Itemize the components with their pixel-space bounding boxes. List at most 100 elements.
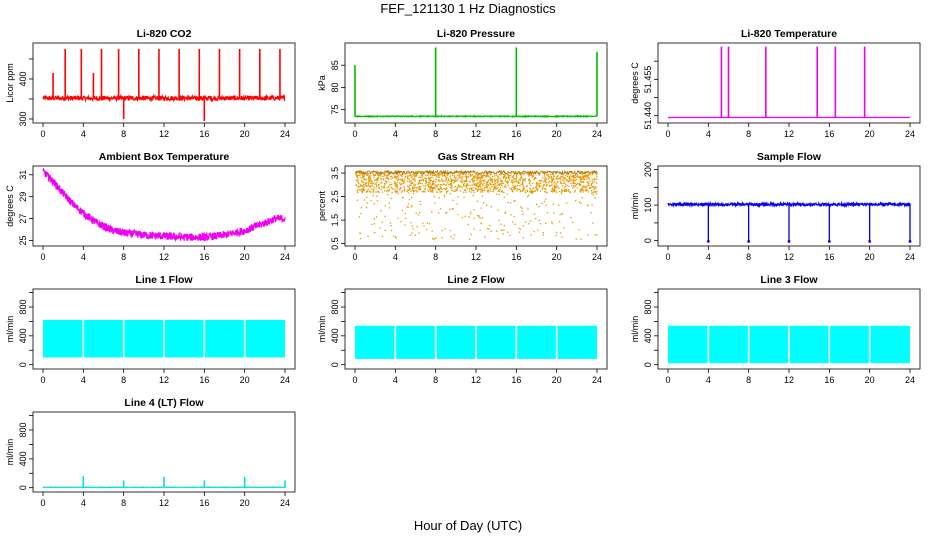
data-point xyxy=(392,171,394,173)
data-point xyxy=(393,235,395,237)
data-point xyxy=(532,191,535,193)
data-point xyxy=(547,175,550,178)
data-point xyxy=(438,180,440,182)
data-point xyxy=(413,187,415,189)
data-point xyxy=(441,179,443,181)
data-point xyxy=(551,179,553,182)
data-point xyxy=(496,182,498,184)
data-point xyxy=(483,175,486,177)
data-point xyxy=(507,231,509,233)
data-point xyxy=(521,177,523,179)
data-point xyxy=(383,183,386,185)
data-point xyxy=(504,212,506,214)
series-line xyxy=(354,169,598,241)
data-point xyxy=(464,175,466,178)
data-point xyxy=(440,187,442,189)
data-point xyxy=(391,192,393,194)
x-tick-label: 8 xyxy=(121,252,126,262)
data-point xyxy=(535,182,538,184)
data-point xyxy=(546,183,548,186)
data-point xyxy=(483,182,485,184)
data-point xyxy=(445,187,447,190)
data-point xyxy=(511,190,514,193)
data-point xyxy=(432,172,434,175)
data-point xyxy=(369,176,371,178)
data-point xyxy=(401,175,403,177)
data-point xyxy=(520,183,522,185)
data-point xyxy=(445,178,447,180)
data-point xyxy=(407,175,409,177)
data-point xyxy=(551,184,553,186)
data-point xyxy=(398,182,401,184)
data-point xyxy=(588,191,590,193)
data-point xyxy=(430,179,432,182)
x-tick-label: 0 xyxy=(352,375,357,385)
data-point xyxy=(529,188,531,190)
data-point xyxy=(470,187,472,189)
data-point xyxy=(370,200,372,202)
data-point xyxy=(384,175,386,177)
data-point xyxy=(590,183,592,186)
x-tick-label: 12 xyxy=(159,498,169,508)
data-point xyxy=(477,186,480,188)
x-tick-label: 8 xyxy=(121,498,126,508)
data-point xyxy=(514,223,516,225)
data-point xyxy=(450,183,452,185)
data-point xyxy=(378,187,380,189)
data-point xyxy=(571,179,573,182)
data-point xyxy=(371,180,373,183)
y-tick-label: 29 xyxy=(18,192,28,202)
data-point xyxy=(417,170,420,172)
data-point xyxy=(547,173,549,176)
data-point xyxy=(472,194,474,197)
data-point xyxy=(471,179,473,181)
data-point xyxy=(483,179,485,181)
data-point xyxy=(505,186,507,188)
data-point xyxy=(403,181,406,183)
data-point xyxy=(419,179,422,181)
y-tick-label: 800 xyxy=(18,423,28,438)
data-point xyxy=(499,183,501,185)
data-point xyxy=(582,189,585,191)
data-point xyxy=(567,174,569,176)
data-point xyxy=(514,180,516,183)
data-point xyxy=(430,186,432,188)
data-point xyxy=(480,177,483,179)
data-point xyxy=(438,176,441,178)
data-point xyxy=(552,186,554,189)
data-point xyxy=(574,176,576,178)
data-point xyxy=(589,172,591,174)
data-point xyxy=(460,181,463,183)
data-point xyxy=(455,180,457,182)
data-point xyxy=(433,187,435,190)
data-point xyxy=(541,188,543,190)
data-point xyxy=(399,178,401,181)
data-point xyxy=(440,172,442,174)
data-point xyxy=(413,176,415,178)
data-point xyxy=(366,174,368,177)
data-point xyxy=(461,182,463,184)
data-point xyxy=(591,178,593,180)
data-point xyxy=(564,185,566,188)
data-point xyxy=(582,178,585,180)
data-point xyxy=(507,201,509,203)
data-point xyxy=(529,191,531,193)
data-point xyxy=(480,183,482,185)
data-point xyxy=(420,185,422,188)
data-point xyxy=(416,190,418,192)
data-point xyxy=(458,175,461,177)
data-point xyxy=(424,185,427,187)
data-point xyxy=(431,184,433,186)
data-point xyxy=(587,205,589,207)
data-point xyxy=(384,174,386,176)
data-point xyxy=(566,185,568,187)
data-point xyxy=(465,186,467,188)
data-point xyxy=(574,182,576,184)
data-point xyxy=(431,230,433,232)
data-point xyxy=(432,237,434,240)
data-point xyxy=(556,177,558,179)
data-point xyxy=(400,191,403,193)
data-point xyxy=(426,181,428,184)
data-point xyxy=(561,191,563,193)
data-point xyxy=(476,185,479,187)
